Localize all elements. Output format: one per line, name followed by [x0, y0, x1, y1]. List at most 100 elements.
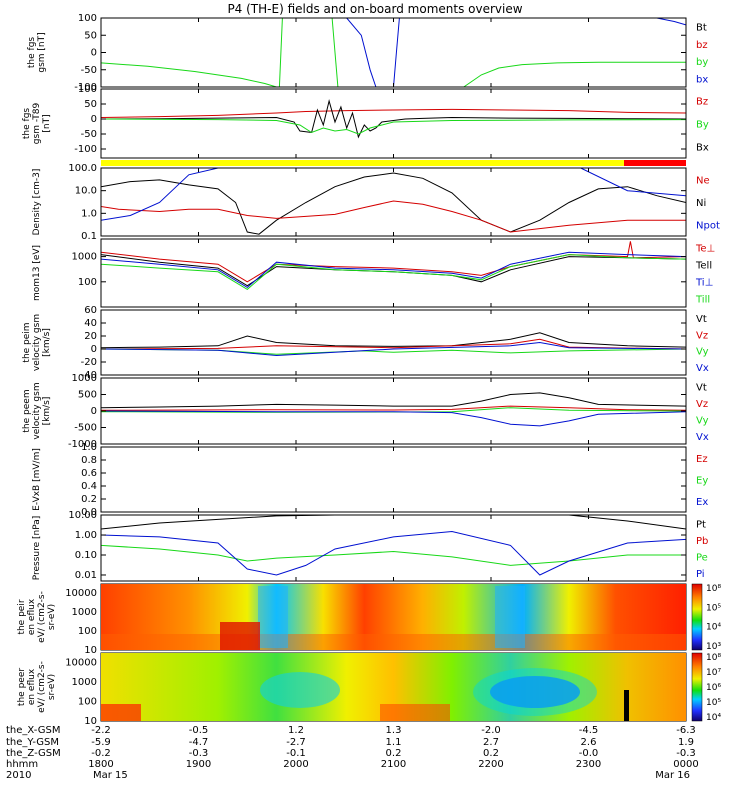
y-tick-label: 40	[84, 318, 97, 329]
y-axis-label: the peir	[17, 599, 27, 634]
y-tick-label: 1000	[72, 677, 97, 688]
y-axis-label: sr-eV)	[47, 674, 57, 700]
coord-value: 0.2	[386, 748, 402, 759]
figure-title: P4 (TH-E) fields and on-board moments ov…	[227, 2, 522, 16]
panel-frame	[100, 88, 687, 159]
electron-spectrogram-red-patch	[101, 704, 141, 721]
legend-item: Npot	[696, 221, 720, 232]
time-tick-label: 2200	[478, 759, 503, 770]
legend-item: Ni	[696, 198, 706, 209]
series-Vy	[101, 407, 686, 413]
panel-p5: 60 40 20 0 -20 -40 the peim velocity gsm [km/s] V…	[22, 305, 709, 381]
legend-item: Ex	[696, 497, 708, 508]
legend-item: Pb	[696, 536, 708, 547]
y-tick-label: -1000	[68, 439, 97, 450]
status-bar-red	[624, 160, 686, 166]
legend-item: Ne	[696, 175, 710, 186]
colorbar-tick-label: 10³	[706, 642, 721, 652]
y-axis-label: gsm -T89	[32, 103, 42, 145]
time-tick-label: 1900	[186, 759, 211, 770]
y-axis-label: velocity gsm	[32, 314, 42, 371]
series-by	[331, 18, 339, 87]
y-tick-label: 100.0	[68, 163, 97, 174]
series-Bz	[101, 108, 686, 118]
series-by	[463, 61, 686, 87]
legend-item: by	[696, 57, 708, 68]
coord-row-label: the_X-GSM	[6, 725, 60, 736]
y-tick-label: 0.0	[81, 507, 97, 518]
panel-frame	[100, 17, 687, 88]
legend-item: By	[696, 120, 709, 131]
series-Vx	[101, 410, 686, 427]
panel-p1: 100 50 0 -50 -100 the fgs gsm [nT] Bt bz by bx	[27, 13, 708, 93]
legend-item: Bt	[696, 23, 707, 34]
colorbar-tick-label: 10⁷	[706, 668, 721, 678]
legend-item: Vz	[696, 330, 708, 341]
coord-value: 2.6	[581, 737, 597, 748]
time-tick-label: 0000	[673, 759, 698, 770]
coord-value: -2.2	[91, 725, 111, 736]
y-tick-label: -20	[81, 357, 97, 368]
y-tick-label: 10	[84, 645, 97, 656]
y-tick-label: 1.0	[81, 208, 97, 219]
coord-value: 1.2	[288, 725, 304, 736]
y-tick-label: 0.4	[81, 481, 97, 492]
coord-value: 2.7	[483, 737, 499, 748]
y-tick-label: 1.0	[81, 442, 97, 453]
y-axis-label: gsm [nT]	[37, 32, 47, 72]
coord-row-label: the_Y-GSM	[6, 737, 59, 748]
series-Pt	[568, 515, 686, 530]
y-tick-label: 10000	[65, 657, 97, 668]
legend-item: bz	[696, 40, 708, 51]
y-tick-label: 10.00	[68, 510, 97, 521]
panel-frame	[100, 514, 687, 582]
series-by	[101, 18, 318, 87]
coord-row-label: the_Z-GSM	[6, 748, 61, 759]
y-tick-label: 20	[84, 331, 97, 342]
y-tick-label: 1.00	[75, 530, 97, 541]
colorbar-tick-label: 10⁸	[706, 653, 721, 663]
colorbar-tick-label: 10⁵	[706, 603, 721, 613]
y-tick-label: 0	[91, 48, 97, 59]
y-axis-label: Pressure [nPa]	[32, 516, 42, 581]
panel-p7: 1.0 0.8 0.6 0.4 0.2 0.0 E-VxB [mV/m] Ez Ey Ex	[32, 442, 708, 518]
coord-value: 1.3	[386, 725, 402, 736]
y-tick-label: -50	[81, 129, 97, 140]
series-bx	[335, 18, 377, 87]
panel-p3: 100.0 10.0 1.0 0.1 Density [cm-3] Ne Ni Npot	[32, 163, 720, 242]
series-Npot	[580, 168, 686, 197]
y-axis-label: E-VxB [mV/m]	[32, 448, 42, 511]
date-right-label: Mar 16	[655, 770, 690, 781]
colorbar-tick-label: 10⁴	[706, 623, 721, 633]
y-tick-label: 0.01	[75, 570, 97, 581]
y-tick-label: 100	[78, 626, 97, 637]
time-tick-label: 2100	[381, 759, 406, 770]
y-axis-label: the peer	[17, 668, 27, 706]
series-Till	[101, 254, 686, 291]
time-tick-label: 1800	[88, 759, 113, 770]
legend-item: Vx	[696, 363, 709, 374]
time-label: hhmm	[6, 759, 38, 770]
y-tick-label: -50	[81, 65, 97, 76]
series-Pe	[101, 544, 686, 566]
legend-item: Vy	[696, 347, 709, 358]
time-tick-label: 2300	[576, 759, 601, 770]
series-Ni	[101, 172, 686, 235]
ion-spectrogram	[101, 584, 686, 650]
y-tick-label: 0.8	[81, 455, 97, 466]
electron-spectrogram-cyan-patch	[260, 672, 340, 708]
ion-colorbar	[691, 583, 703, 651]
y-tick-label: -100	[74, 82, 97, 93]
legend-item: Pe	[696, 552, 708, 563]
coord-value: 0.2	[483, 748, 499, 759]
y-axis-label: en eflux	[27, 668, 37, 705]
y-tick-label: 50	[84, 99, 97, 110]
y-axis-label: [nT]	[42, 114, 52, 132]
legend-item: Tell	[695, 261, 712, 272]
y-axis-label: [km/s]	[42, 397, 52, 426]
legend-item: Te⊥	[695, 244, 715, 255]
legend-item: Till	[695, 295, 710, 306]
time-tick-label: 2000	[283, 759, 308, 770]
